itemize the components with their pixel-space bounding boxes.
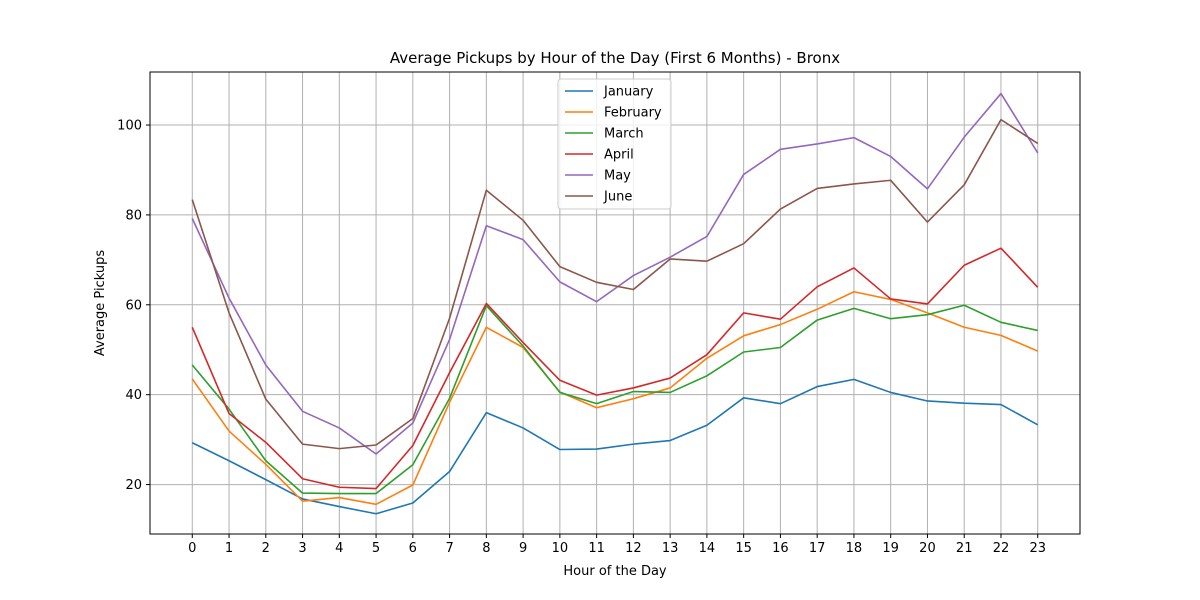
series-layer [191,92,1039,515]
y-tick-label: 60 [125,298,142,313]
y-tick-label: 80 [125,208,142,223]
series-line-january [191,378,1039,515]
x-tick-label: 0 [188,541,196,556]
series-line-may [191,92,1039,455]
y-tick-label: 20 [125,478,142,493]
x-tick-label: 14 [699,541,716,556]
y-tick-label: 40 [125,388,142,403]
x-axis-ticks: 0 1 2 3 4 5 6 7 8 9 10 11 12 13 14 15 16 17 18 19 20 21 22 23 [188,534,1046,556]
x-tick-label: 18 [846,541,863,556]
chart-title: Average Pickups by Hour of the Day (Firs… [390,49,840,67]
plot-frame [149,71,1081,535]
legend-label-january: January [603,85,654,100]
legend-label-february: February [604,106,662,121]
x-tick-label: 2 [262,541,270,556]
x-tick-label: 23 [1029,541,1046,556]
legend-label-june: June [603,190,632,205]
legend-label-may: May [604,169,631,184]
x-tick-label: 8 [482,541,490,556]
y-tick-label: 100 [117,119,142,134]
x-tick-label: 13 [662,541,679,556]
y-axis-label: Average Pickups [93,250,108,356]
legend-label-april: April [604,148,634,163]
x-tick-label: 15 [735,541,752,556]
x-tick-label: 7 [445,541,453,556]
x-tick-label: 3 [298,541,306,556]
x-tick-label: 20 [919,541,936,556]
x-tick-label: 19 [882,541,899,556]
series-line-june [191,118,1039,450]
x-tick-label: 11 [588,541,605,556]
legend-label-march: March [604,127,644,142]
series-line-february [191,290,1039,506]
x-tick-label: 5 [372,541,380,556]
series-line-april [191,247,1039,490]
x-tick-label: 21 [956,541,973,556]
x-tick-label: 22 [993,541,1010,556]
x-tick-label: 16 [772,541,789,556]
legend: January February March April May June [557,78,672,210]
x-axis-label: Hour of the Day [563,564,667,579]
x-tick-label: 9 [519,541,527,556]
x-tick-label: 12 [625,541,642,556]
x-tick-label: 4 [335,541,343,556]
grid-lines [150,72,1080,534]
series-line-march [191,304,1038,495]
x-tick-label: 6 [409,541,417,556]
x-tick-label: 10 [552,541,569,556]
x-tick-label: 17 [809,541,826,556]
x-tick-label: 1 [225,541,233,556]
y-axis-ticks: 20 40 60 80 100 [117,119,150,493]
